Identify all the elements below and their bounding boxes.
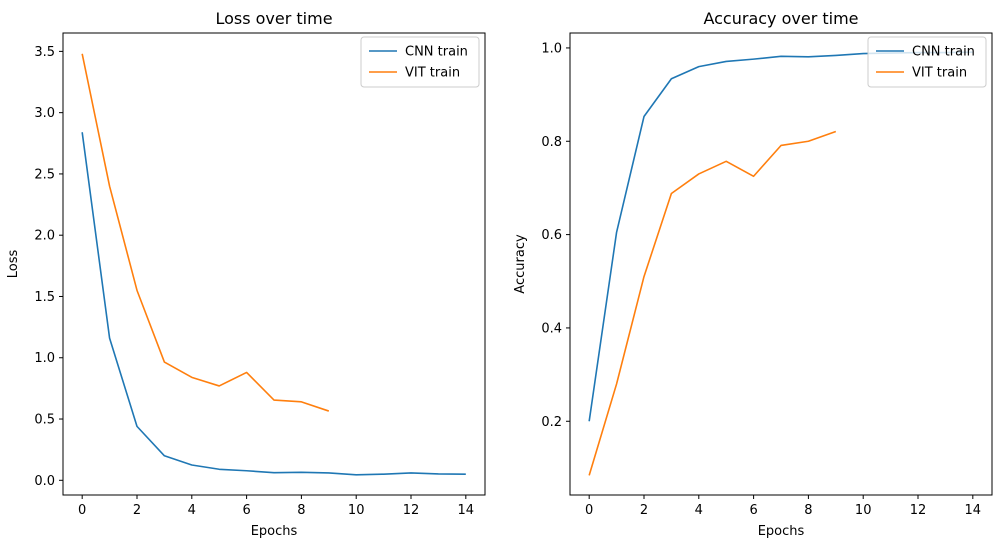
accuracy-chart-title: Accuracy over time xyxy=(703,9,858,28)
loss-series-cnn-train xyxy=(81,132,466,476)
accuracy-x-tick-label: 2 xyxy=(640,503,648,518)
accuracy-plot-area xyxy=(570,33,992,495)
accuracy-legend-label-cnn-train: CNN train xyxy=(912,45,975,60)
loss-y-tick-label: 1.5 xyxy=(34,290,55,305)
loss-y-tick-label: 2.5 xyxy=(34,167,55,182)
loss-axes-frame xyxy=(62,32,486,496)
accuracy-x-tick-label: 14 xyxy=(965,503,982,518)
accuracy-chart: Accuracy over time Epochs Accuracy 0 2 4 6 8… xyxy=(513,9,993,539)
loss-y-tick-label: 3.5 xyxy=(34,45,55,60)
loss-y-tick-label: 3.0 xyxy=(34,106,55,121)
loss-x-tick-label: 6 xyxy=(242,503,250,518)
loss-legend: CNN train VIT train xyxy=(360,36,480,88)
accuracy-axes-frame xyxy=(569,32,993,496)
accuracy-x-tick-label: 0 xyxy=(585,503,593,518)
accuracy-legend: CNN train VIT train xyxy=(867,36,987,88)
loss-plot-area xyxy=(63,33,485,495)
accuracy-legend-box xyxy=(867,36,987,88)
accuracy-x-tick-label: 10 xyxy=(855,503,872,518)
loss-x-tick-label: 8 xyxy=(297,503,305,518)
accuracy-y-tick-label: 0.4 xyxy=(541,321,562,336)
loss-y-tick-label: 0.0 xyxy=(34,474,55,489)
loss-x-tick-label: 2 xyxy=(133,503,141,518)
accuracy-y-tick-label: 0.6 xyxy=(541,228,562,243)
accuracy-y-axis-label: Accuracy xyxy=(513,234,528,294)
loss-x-tick-label: 0 xyxy=(78,503,86,518)
accuracy-x-tick-label: 6 xyxy=(749,503,757,518)
accuracy-x-tick-label: 12 xyxy=(910,503,927,518)
loss-y-axis-label: Loss xyxy=(6,250,21,279)
loss-series-vit-train xyxy=(81,53,330,412)
loss-x-tick-label: 10 xyxy=(348,503,365,518)
loss-legend-box xyxy=(360,36,480,88)
loss-y-tick-label: 1.0 xyxy=(34,351,55,366)
accuracy-x-axis-label: Epochs xyxy=(758,524,805,539)
accuracy-legend-label-vit-train: VIT train xyxy=(912,66,967,81)
accuracy-y-tick-label: 1.0 xyxy=(541,41,562,56)
loss-x-tick-label: 14 xyxy=(458,503,475,518)
loss-series-lines xyxy=(81,53,466,476)
loss-legend-label-vit-train: VIT train xyxy=(405,66,460,81)
accuracy-series-vit-train xyxy=(588,130,837,476)
accuracy-y-tick-label: 0.2 xyxy=(541,415,562,430)
accuracy-y-tick-label: 0.8 xyxy=(541,135,562,150)
accuracy-x-tick-label: 8 xyxy=(804,503,812,518)
loss-legend-label-cnn-train: CNN train xyxy=(405,45,468,60)
accuracy-x-tick-label: 4 xyxy=(695,503,703,518)
loss-x-axis-label: Epochs xyxy=(251,524,298,539)
accuracy-axis-ticks: 0 2 4 6 8 10 12 14 0.2 0.4 0.6 0.8 1.0 xyxy=(541,41,981,518)
loss-chart-title: Loss over time xyxy=(215,9,332,28)
loss-chart: Loss over time Epochs Loss 0 2 4 6 8 10 12 14 0.… xyxy=(6,9,486,539)
loss-x-tick-label: 12 xyxy=(403,503,420,518)
loss-axis-ticks: 0 2 4 6 8 10 12 14 0.0 0.5 1.0 1.5 2.0 2.5 3.0 3.5 xyxy=(34,45,474,518)
loss-y-tick-label: 2.0 xyxy=(34,229,55,244)
loss-x-tick-label: 4 xyxy=(188,503,196,518)
loss-y-tick-label: 0.5 xyxy=(34,413,55,428)
